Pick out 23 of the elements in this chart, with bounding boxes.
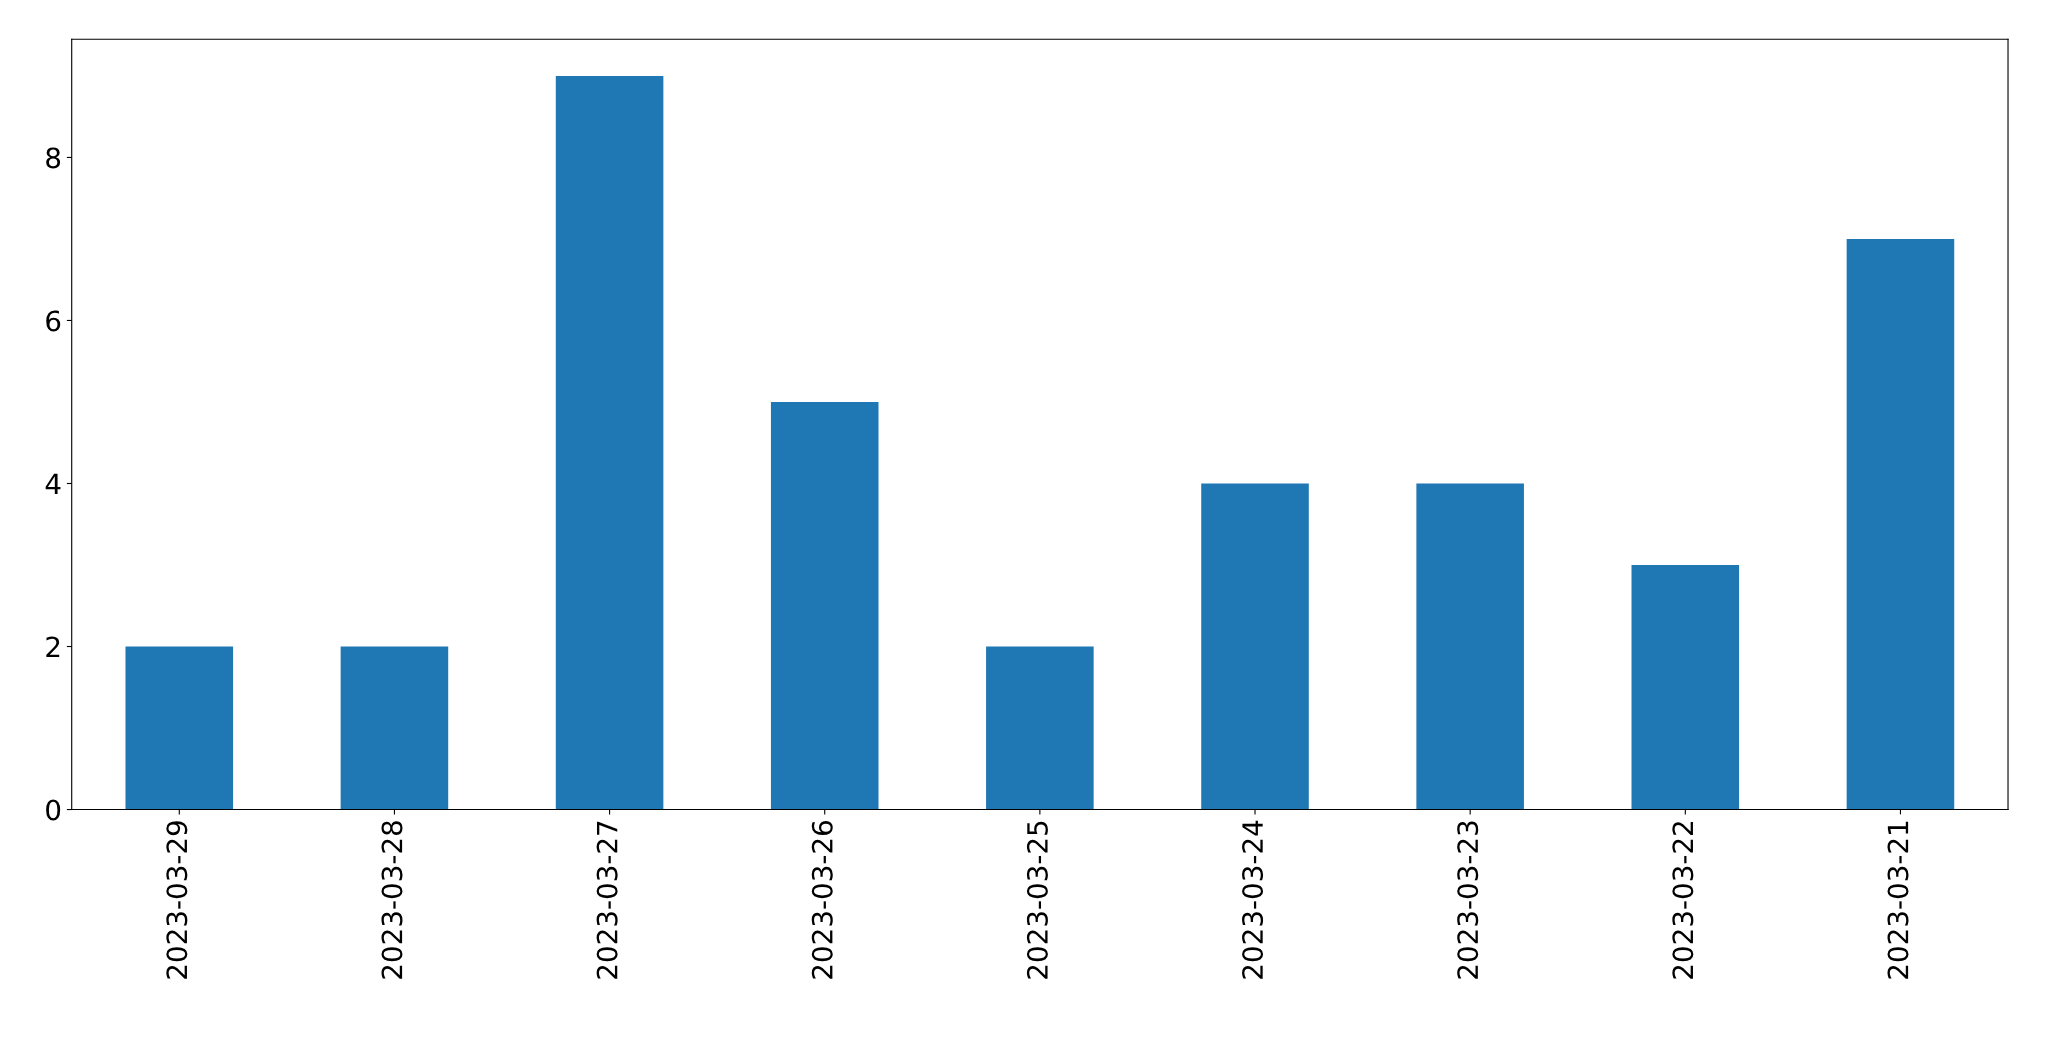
bar [770,401,879,810]
y-tick-label: 2 [46,636,60,658]
x-tick-label: 2023-03-26 [811,821,833,979]
x-tick-label: 2023-03-24 [1242,820,1264,979]
x-tick-label: 2023-03-23 [1457,821,1479,979]
y-tick-label: 4 [45,473,61,495]
x-tick-label: 2023-03-28 [381,821,403,979]
x-tick-label: 2023-03-25 [1026,821,1048,979]
y-tick-label: 0 [46,799,61,821]
bar [1416,483,1524,810]
y-tick-label: 6 [46,310,61,332]
bar [986,646,1094,810]
x-tick-label: 2023-03-29 [166,821,188,979]
bar [555,75,664,810]
bar [125,646,234,810]
bar [1846,238,1955,810]
bar [1631,565,1740,810]
bar [340,646,449,810]
bar [1201,483,1309,810]
x-tick-label: 2023-03-27 [596,821,618,979]
x-tick-label: 2023-03-22 [1672,822,1694,979]
y-tick-label: 8 [46,147,61,169]
x-tick-label: 2023-03-21 [1887,821,1909,979]
